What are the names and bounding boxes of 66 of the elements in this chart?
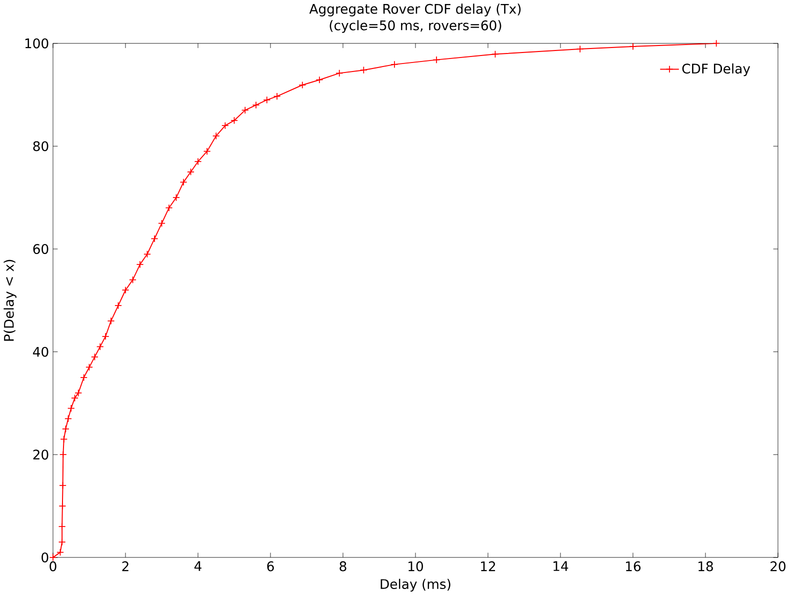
chart-subtitle: (cycle=50 ms, rovers=60) — [330, 20, 502, 33]
x-tick-label: 6 — [267, 561, 274, 572]
x-tick-label: 18 — [698, 561, 713, 572]
point — [432, 56, 440, 64]
y-tick-label: 0 — [42, 552, 48, 562]
x-tick-label: 12 — [481, 561, 496, 571]
y-tick-label: 40 — [32, 346, 48, 357]
point — [96, 342, 104, 350]
point — [491, 50, 499, 58]
x-tick-label: 16 — [626, 561, 641, 572]
legend-label: CDF Delay — [682, 63, 750, 76]
point — [273, 92, 281, 100]
point — [56, 548, 64, 556]
point — [360, 66, 368, 74]
point — [114, 302, 122, 310]
point — [59, 450, 67, 458]
chart-title: Aggregate Rover CDF delay (Tx) — [309, 4, 521, 16]
point — [62, 425, 70, 433]
point — [241, 106, 249, 114]
point — [122, 286, 130, 294]
x-tick-label: 14 — [554, 561, 568, 571]
point — [252, 101, 260, 109]
point — [49, 554, 57, 562]
y-tick-label: 60 — [33, 244, 48, 254]
x-tick-label: 10 — [408, 561, 423, 572]
point — [71, 394, 78, 402]
point — [203, 147, 211, 155]
point — [136, 260, 144, 268]
y-axis-title: P(Delay < x) — [4, 260, 16, 341]
y-tick-label: 80 — [33, 141, 48, 152]
point — [58, 502, 66, 510]
point — [180, 178, 188, 186]
point — [64, 414, 72, 422]
point — [60, 435, 68, 443]
point — [86, 363, 93, 371]
point — [263, 96, 271, 104]
point — [712, 40, 720, 47]
point — [336, 69, 344, 77]
x-tick-label: 2 — [122, 561, 128, 571]
point — [212, 132, 220, 140]
point — [230, 116, 238, 124]
point — [144, 250, 151, 258]
point — [67, 404, 75, 412]
point — [90, 353, 98, 361]
point — [74, 389, 82, 397]
point — [80, 374, 88, 382]
x-axis-title: Delay (ms) — [380, 578, 450, 592]
point — [316, 76, 324, 84]
point — [165, 204, 173, 212]
x-tick-label: 4 — [194, 561, 202, 571]
y-tick-label: 100 — [25, 38, 48, 48]
point — [172, 194, 180, 202]
point — [129, 276, 136, 284]
point — [298, 81, 306, 89]
point — [107, 317, 115, 325]
point — [187, 168, 194, 176]
point — [194, 158, 202, 166]
point — [59, 482, 67, 490]
y-tick-label: 20 — [33, 450, 48, 460]
x-tick-label: 0 — [50, 561, 56, 572]
point — [150, 234, 158, 242]
x-tick-label: 20 — [770, 561, 786, 572]
point — [221, 122, 229, 130]
point — [102, 332, 110, 340]
point — [158, 219, 166, 227]
x-tick-label: 8 — [340, 561, 346, 572]
